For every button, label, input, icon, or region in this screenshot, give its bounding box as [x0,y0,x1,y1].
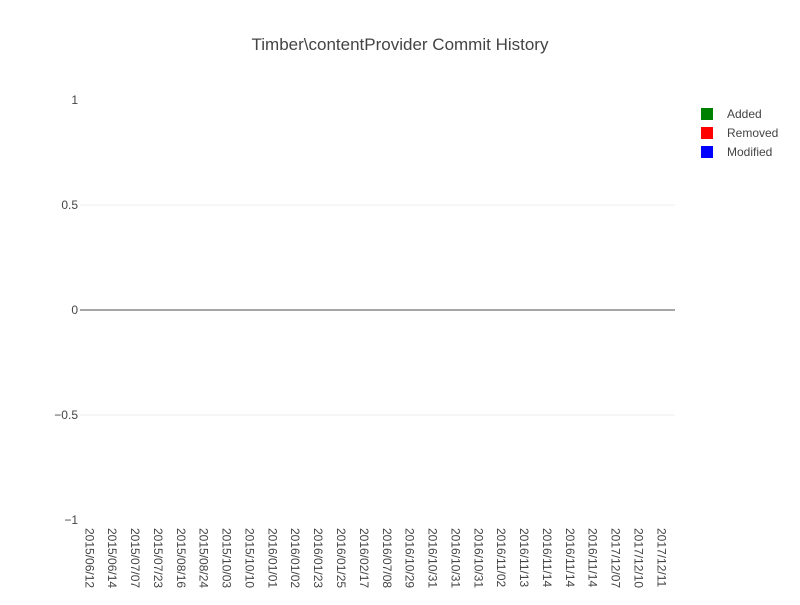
x-tick-label: 2016/01/25 [334,528,348,588]
x-tick-label: 2016/07/08 [380,528,394,588]
y-axis-ticks: −1 −0.5 0 0.5 1 [54,93,78,527]
legend-swatch [701,146,713,158]
legend-swatch [701,108,713,120]
x-tick-label: 2015/07/23 [151,528,165,588]
y-tick-label: 0 [71,303,78,317]
x-tick-label: 2016/01/01 [265,528,279,588]
y-tick-label: −0.5 [54,408,78,422]
chart-title: Timber\contentProvider Commit History [252,35,549,54]
y-tick-label: 0.5 [61,198,78,212]
x-tick-label: 2016/11/13 [517,528,531,587]
x-tick-label: 2016/11/14 [563,528,577,587]
legend[interactable]: Added Removed Modified [701,107,778,159]
y-tick-label: 1 [71,93,78,107]
x-tick-label: 2015/10/03 [220,528,234,588]
legend-label: Added [727,107,762,121]
x-tick-label: 2015/06/12 [82,528,96,588]
y-tick-label: −1 [64,513,78,527]
x-axis-ticks: 2015/06/12 2015/06/14 2015/07/07 2015/07/23… [82,528,668,588]
x-tick-label: 2015/06/14 [105,528,119,588]
x-tick-label: 2016/10/31 [426,528,440,588]
x-tick-label: 2016/02/17 [357,528,371,588]
x-tick-label: 2015/08/24 [197,528,211,588]
legend-item-modified[interactable]: Modified [701,145,772,159]
x-tick-label: 2017/12/11 [654,528,668,587]
x-tick-label: 2016/11/14 [540,528,554,587]
legend-label: Removed [727,126,778,140]
x-tick-label: 2017/12/07 [609,528,623,588]
x-tick-label: 2016/10/31 [471,528,485,588]
x-tick-label: 2016/10/29 [403,528,417,588]
x-tick-label: 2016/10/31 [448,528,462,588]
legend-label: Modified [727,145,772,159]
x-tick-label: 2015/08/16 [174,528,188,588]
x-tick-label: 2017/12/10 [632,528,646,588]
legend-item-added[interactable]: Added [701,107,762,121]
x-tick-label: 2016/11/14 [586,528,600,587]
x-tick-label: 2016/11/02 [494,528,508,587]
x-tick-label: 2015/10/10 [242,528,256,588]
legend-item-removed[interactable]: Removed [701,126,778,140]
legend-swatch [701,127,713,139]
gridlines [80,204,675,416]
x-tick-label: 2016/01/23 [311,528,325,588]
x-tick-label: 2016/01/02 [288,528,302,588]
x-tick-label: 2015/07/07 [128,528,142,588]
